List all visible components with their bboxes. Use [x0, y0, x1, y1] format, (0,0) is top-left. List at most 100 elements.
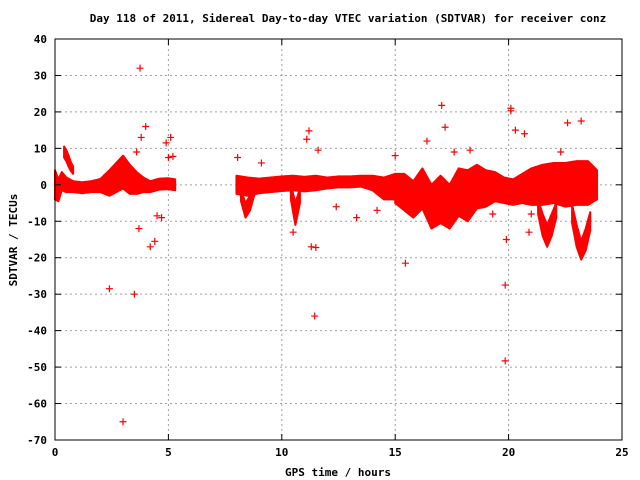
- data-band-point: [430, 205, 433, 208]
- y-tick-label: 0: [40, 179, 47, 192]
- data-band-point: [586, 181, 589, 184]
- data-band-point: [493, 185, 496, 188]
- data-band: [63, 145, 75, 175]
- data-point: [564, 119, 572, 127]
- data-band-fill: [537, 198, 558, 248]
- data-band-fill: [394, 160, 599, 230]
- data-point: [501, 281, 509, 289]
- data-point: [146, 243, 154, 251]
- data-band-point: [69, 165, 72, 168]
- data-point: [423, 137, 431, 145]
- data-band-point: [142, 183, 145, 186]
- data-points: [105, 64, 585, 426]
- data-band-point: [57, 189, 60, 192]
- x-tick-label: 5: [165, 446, 172, 459]
- data-point: [234, 153, 242, 161]
- data-band-point: [575, 234, 578, 237]
- data-band-point: [475, 185, 478, 188]
- data-point: [525, 228, 533, 236]
- y-tick-label: -60: [27, 398, 47, 411]
- data-band-point: [596, 183, 599, 186]
- data-point: [466, 146, 474, 154]
- x-tick-label: 25: [615, 446, 628, 459]
- data-band-point: [280, 182, 283, 185]
- data-band-point: [149, 185, 152, 188]
- data-band-point: [371, 181, 374, 184]
- y-tick-label: -50: [27, 361, 47, 374]
- data-band-point: [466, 194, 469, 197]
- data-band-point: [541, 183, 544, 186]
- data-band-point: [552, 181, 555, 184]
- data-band-point: [81, 186, 84, 189]
- y-axis-label: SDTVAR / TECUs: [7, 194, 20, 287]
- data-band-point: [65, 183, 68, 186]
- y-tick-label: 40: [34, 33, 47, 46]
- data-band-point: [546, 234, 549, 237]
- data-band-fill: [571, 203, 592, 261]
- y-tick-label: 30: [34, 69, 47, 82]
- data-band-point: [412, 198, 415, 201]
- data-point: [289, 228, 297, 236]
- data-band-point: [326, 181, 329, 184]
- data-bands: [54, 145, 599, 261]
- data-band-point: [303, 183, 306, 186]
- data-point: [135, 225, 143, 233]
- data-band-point: [99, 184, 102, 187]
- data-point: [169, 152, 177, 160]
- data-band-point: [360, 180, 363, 183]
- data-band-point: [337, 180, 340, 183]
- data-band-point: [72, 169, 75, 172]
- data-band-point: [63, 151, 66, 154]
- data-band-point: [72, 185, 75, 188]
- data-point: [303, 135, 311, 143]
- data-band-point: [235, 183, 238, 186]
- data-band-point: [503, 189, 506, 192]
- data-band-point: [512, 191, 515, 194]
- axis-ticks: 0 5 10 15 20 25 40 30 20 10 0 -10 -20 -30 -40 -50 -60 -70: [27, 33, 629, 459]
- data-point: [164, 153, 172, 161]
- y-tick-label: -10: [27, 215, 47, 228]
- data-point: [311, 312, 319, 320]
- data-band-point: [67, 160, 70, 163]
- data-band-point: [167, 182, 170, 185]
- data-band-point: [448, 205, 451, 208]
- data-point: [153, 212, 161, 220]
- y-tick-label: 10: [34, 142, 47, 155]
- data-band-point: [589, 220, 592, 223]
- data-band-point: [348, 180, 351, 183]
- data-point: [353, 214, 361, 222]
- chart-title: Day 118 of 2011, Sidereal Day-to-day VTE…: [90, 12, 607, 25]
- data-point: [312, 244, 320, 252]
- data-band-point: [294, 212, 297, 215]
- data-band-point: [439, 198, 442, 201]
- data-band-point: [174, 183, 177, 186]
- data-band-point: [541, 223, 544, 226]
- data-band: [54, 154, 177, 203]
- y-tick-label: -30: [27, 288, 47, 301]
- data-band-point: [65, 154, 68, 157]
- data-band: [571, 203, 592, 261]
- data-band-point: [394, 187, 397, 190]
- data-point: [142, 122, 150, 130]
- data-point: [438, 101, 446, 109]
- data-band-point: [403, 191, 406, 194]
- x-tick-label: 20: [502, 446, 515, 459]
- data-point: [167, 133, 175, 141]
- data-band-point: [246, 185, 249, 188]
- data-band-point: [537, 205, 540, 208]
- data-band-point: [115, 176, 118, 179]
- data-band: [394, 160, 599, 230]
- data-band-point: [571, 212, 574, 215]
- data-band-point: [128, 178, 131, 181]
- y-tick-label: -40: [27, 325, 47, 338]
- data-point: [520, 130, 528, 138]
- data-band-point: [521, 187, 524, 190]
- y-tick-label: -70: [27, 434, 47, 447]
- data-band-point: [530, 185, 533, 188]
- data-band-point: [108, 181, 111, 184]
- data-point: [332, 203, 340, 211]
- data-band: [239, 182, 256, 219]
- data-band-point: [580, 249, 583, 252]
- data-point: [507, 107, 515, 115]
- data-point: [527, 210, 535, 218]
